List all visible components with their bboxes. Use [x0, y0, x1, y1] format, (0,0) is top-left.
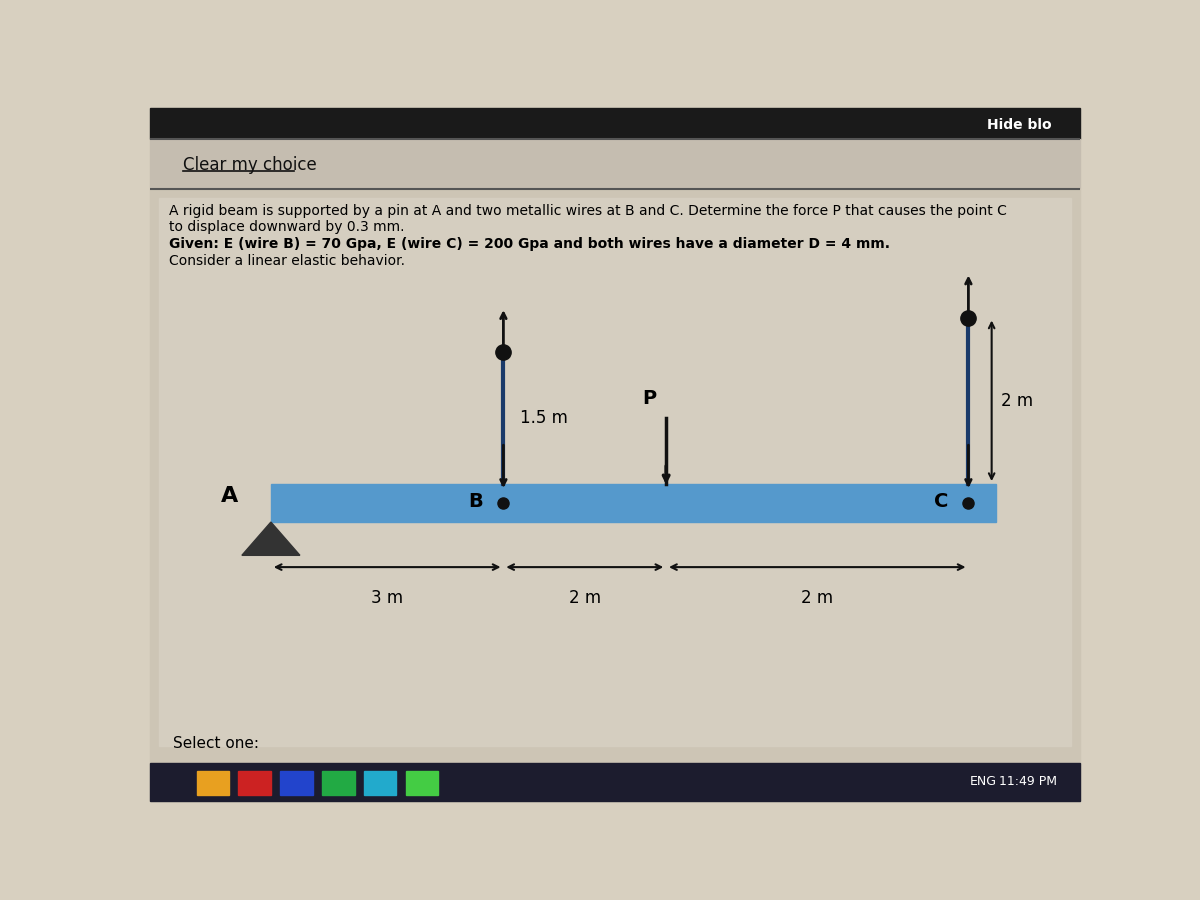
- Bar: [281, 771, 313, 796]
- Text: P: P: [643, 389, 656, 408]
- Polygon shape: [242, 522, 300, 555]
- Bar: [150, 140, 1080, 189]
- Bar: [239, 771, 271, 796]
- Text: 1.5 m: 1.5 m: [520, 410, 568, 427]
- Text: to displace downward by 0.3 mm.: to displace downward by 0.3 mm.: [168, 220, 404, 234]
- Bar: [150, 763, 1080, 801]
- Text: Clear my choice: Clear my choice: [182, 156, 317, 174]
- Text: 11:49 PM: 11:49 PM: [998, 775, 1057, 788]
- Bar: [150, 189, 1080, 801]
- Text: Select one:: Select one:: [173, 736, 259, 752]
- Text: A rigid beam is supported by a pin at A and two metallic wires at B and C. Deter: A rigid beam is supported by a pin at A …: [168, 203, 1007, 218]
- Bar: [160, 198, 1070, 745]
- Bar: [406, 771, 438, 796]
- Bar: [364, 771, 396, 796]
- Text: A: A: [221, 486, 238, 506]
- Text: Hide blo: Hide blo: [988, 118, 1052, 131]
- Text: Given: E (wire B) = 70 Gpa, E (wire C) = 200 Gpa and both wires have a diameter : Given: E (wire B) = 70 Gpa, E (wire C) =…: [168, 237, 889, 251]
- Bar: [197, 771, 229, 796]
- Text: Consider a linear elastic behavior.: Consider a linear elastic behavior.: [168, 254, 404, 267]
- Text: 3 m: 3 m: [371, 590, 403, 608]
- Text: 2 m: 2 m: [569, 590, 601, 608]
- Text: B: B: [468, 492, 482, 511]
- Bar: [150, 108, 1080, 140]
- Text: 2 m: 2 m: [802, 590, 833, 608]
- Text: ENG: ENG: [970, 775, 996, 788]
- Text: 2 m: 2 m: [1001, 392, 1033, 410]
- Bar: [271, 484, 996, 522]
- Text: C: C: [934, 492, 948, 511]
- Bar: [322, 771, 355, 796]
